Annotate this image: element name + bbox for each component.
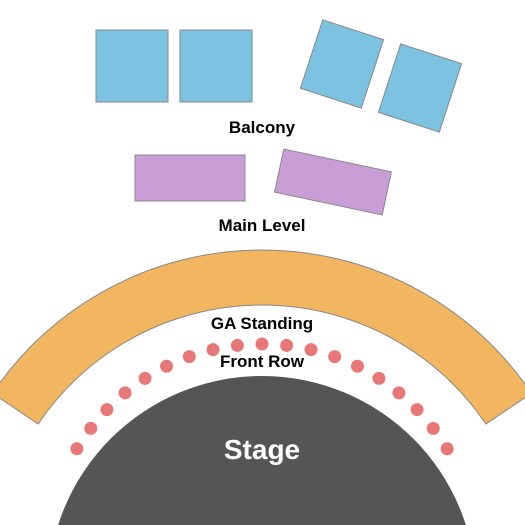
stage-label: Stage: [224, 434, 300, 466]
main-level-section-1[interactable]: [275, 149, 392, 215]
front-row-dot[interactable]: [183, 350, 196, 363]
front-row-dot[interactable]: [160, 360, 173, 373]
front-row-dot[interactable]: [119, 386, 132, 399]
seating-chart: Balcony Main Level GA Standing Front Row Sta…: [0, 0, 525, 525]
front-row-dot[interactable]: [304, 343, 317, 356]
front-row-dot[interactable]: [70, 442, 83, 455]
front-row-dot[interactable]: [351, 360, 364, 373]
front-row-dot[interactable]: [328, 350, 341, 363]
front-row-dot[interactable]: [372, 372, 385, 385]
main_level-label: Main Level: [219, 216, 306, 236]
balcony-section-3[interactable]: [378, 44, 461, 132]
front-row-dot[interactable]: [280, 339, 293, 352]
balcony-section-1[interactable]: [180, 30, 252, 102]
front_row-label: Front Row: [220, 352, 304, 372]
front-row-dot[interactable]: [100, 403, 113, 416]
balcony-section-0[interactable]: [96, 30, 168, 102]
front-row-dot[interactable]: [207, 343, 220, 356]
balcony-label: Balcony: [229, 118, 295, 138]
main-level-section-0[interactable]: [135, 155, 245, 201]
front-row-dot[interactable]: [441, 442, 454, 455]
ga_standing-label: GA Standing: [211, 314, 313, 334]
front-row-dot[interactable]: [427, 422, 440, 435]
front-row-dot[interactable]: [411, 403, 424, 416]
front-row-dot[interactable]: [231, 339, 244, 352]
front-row-dot[interactable]: [139, 372, 152, 385]
balcony-section-2[interactable]: [300, 20, 383, 108]
front-row-dot[interactable]: [256, 338, 269, 351]
front-row-dot[interactable]: [392, 386, 405, 399]
front-row-dot[interactable]: [84, 422, 97, 435]
